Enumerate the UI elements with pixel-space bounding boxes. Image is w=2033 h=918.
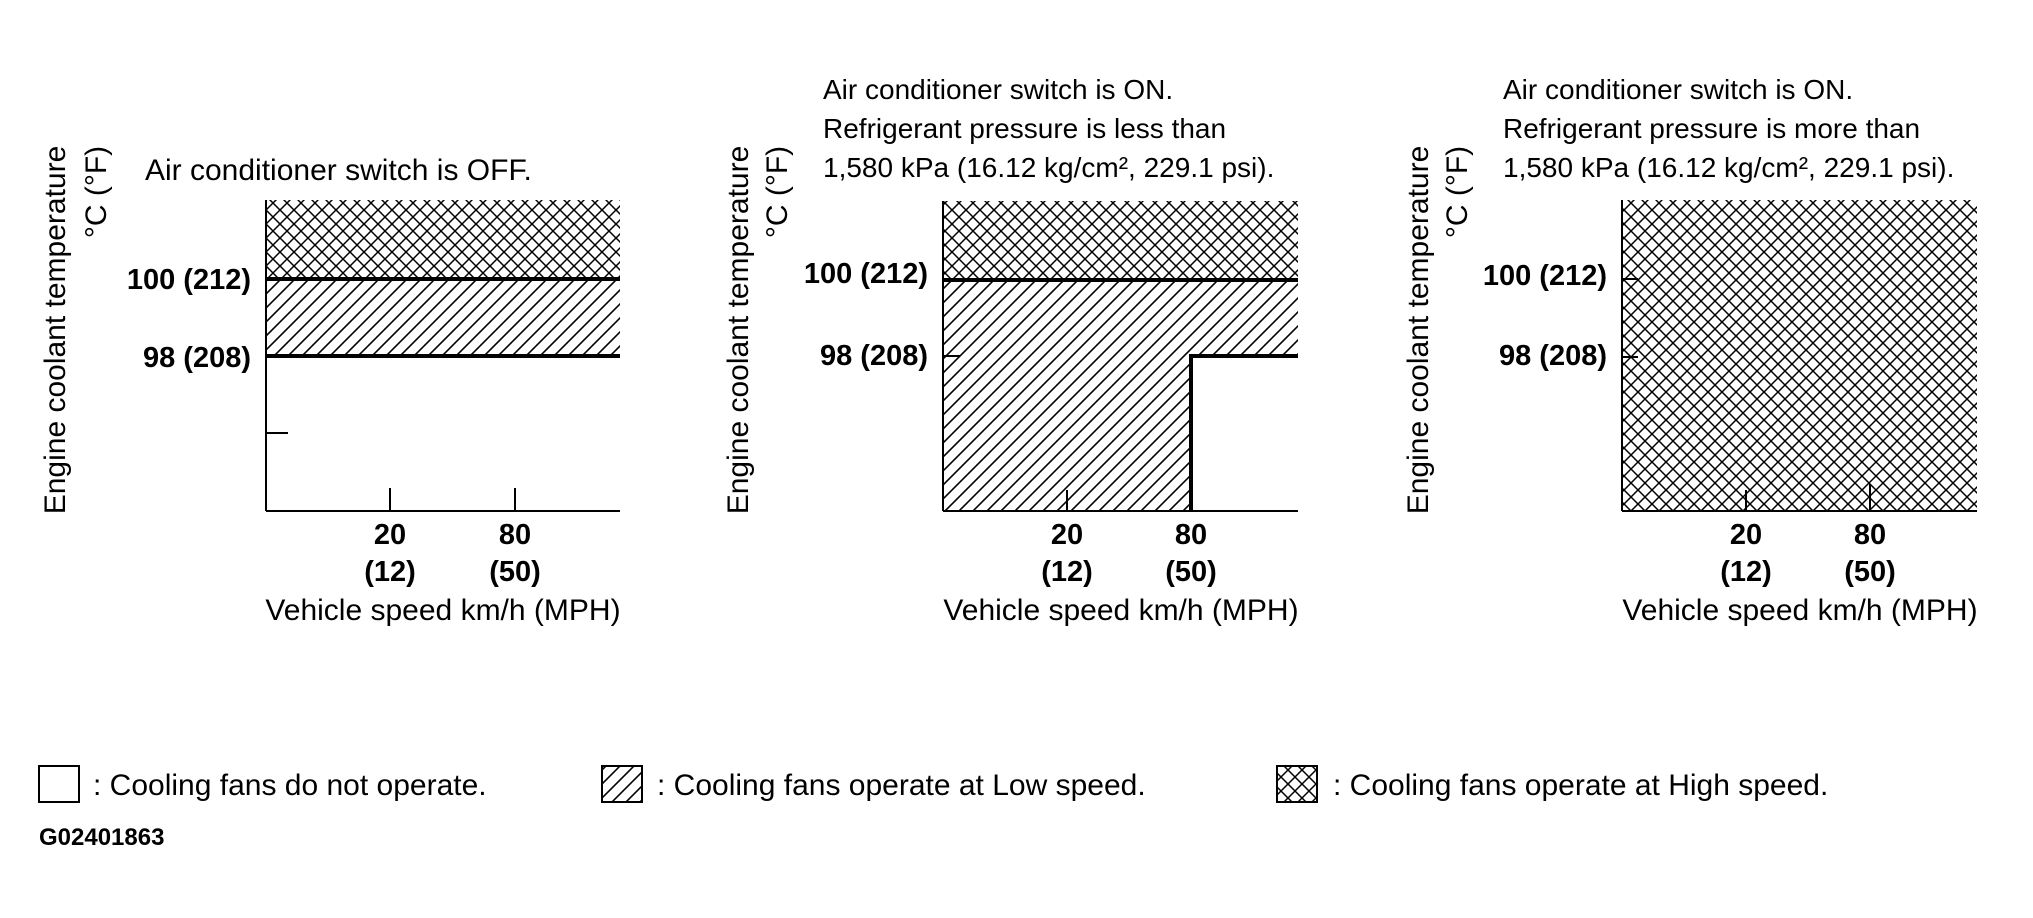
panel-3-y-axis-unit: °C (°F)	[1441, 146, 1474, 238]
panel-3-y-tick-98: 98 (208)	[1499, 340, 1607, 372]
panel-1-x-axis-title: Vehicle speed km/h (MPH)	[265, 594, 620, 627]
panel-2-x-tick-label-80: 80	[1175, 519, 1207, 551]
legend-swatch-no-operation	[38, 765, 80, 803]
panel-2-x-tick-label-50: (50)	[1165, 556, 1217, 588]
legend: : Cooling fans do not operate. : Cooling…	[38, 765, 1828, 803]
panel-2-title-line-1: Air conditioner switch is ON.	[823, 74, 1173, 105]
panel-2-high-speed-region	[943, 201, 1298, 280]
panel-2-title-line-2: Refrigerant pressure is less than	[823, 113, 1226, 144]
figure-code: G02401863	[39, 824, 164, 851]
panel-1-x-tick-label-20: 20	[374, 519, 406, 551]
panel-2-y-tick-98: 98 (208)	[820, 340, 928, 372]
panel-1-high-speed-region	[266, 200, 620, 279]
panel-3-x-axis-title: Vehicle speed km/h (MPH)	[1622, 594, 1977, 627]
panel-1-title-line-1: Air conditioner switch is OFF.	[145, 154, 532, 187]
panel-2-x-tick-label-12: (12)	[1041, 556, 1093, 588]
panel-3-title-line-2: Refrigerant pressure is more than	[1503, 113, 1920, 144]
panel-2-y-axis-unit: °C (°F)	[761, 146, 794, 238]
panel-1-low-speed-region	[266, 279, 620, 356]
legend-label-high-speed: : Cooling fans operate at High speed.	[1333, 769, 1828, 802]
panel-2-y-tick-100: 100 (212)	[804, 258, 928, 290]
panel-ac-off: Engine coolant temperature °C (°F) Air c…	[39, 146, 621, 627]
panel-1-x-tick-label-12: (12)	[364, 556, 416, 588]
panel-1-x-tick-label-80: 80	[499, 519, 531, 551]
panel-2-low-speed-region	[943, 280, 1298, 511]
panel-2-y-axis-title: Engine coolant temperature	[722, 146, 755, 515]
panel-1-x-tick-label-50: (50)	[489, 556, 541, 588]
legend-label-low-speed: : Cooling fans operate at Low speed.	[657, 769, 1146, 802]
panel-1-y-tick-100: 100 (212)	[127, 264, 251, 296]
panel-3-x-tick-label-80: 80	[1854, 519, 1886, 551]
panel-ac-on-high-pressure: Engine coolant temperature °C (°F) Air c…	[1402, 74, 1978, 627]
panel-2-x-axis-title: Vehicle speed km/h (MPH)	[943, 594, 1298, 627]
panel-3-high-speed-region	[1622, 200, 1977, 511]
panel-1-y-axis-unit: °C (°F)	[80, 146, 113, 238]
legend-label-no-operation: : Cooling fans do not operate.	[93, 769, 487, 802]
panel-1-y-axis-title: Engine coolant temperature	[39, 146, 72, 515]
panel-3-x-tick-label-20: 20	[1730, 519, 1762, 551]
panel-3-x-tick-label-12: (12)	[1720, 556, 1772, 588]
panel-3-x-tick-label-50: (50)	[1844, 556, 1896, 588]
panel-2-x-tick-label-20: 20	[1051, 519, 1083, 551]
panel-2-title-line-3: 1,580 kPa (16.12 kg/cm², 229.1 psi).	[823, 152, 1274, 183]
panel-ac-on-low-pressure: Engine coolant temperature °C (°F) Air c…	[722, 74, 1299, 627]
panel-3-y-tick-100: 100 (212)	[1483, 260, 1607, 292]
panel-3-title-line-1: Air conditioner switch is ON.	[1503, 74, 1853, 105]
legend-swatch-high-speed	[1276, 765, 1318, 803]
panel-2-line-98c-step	[1189, 354, 1298, 511]
panel-1-y-tick-98: 98 (208)	[143, 342, 251, 374]
panel-3-title-line-3: 1,580 kPa (16.12 kg/cm², 229.1 psi).	[1503, 152, 1954, 183]
legend-swatch-low-speed	[601, 765, 643, 803]
panel-3-y-axis-title: Engine coolant temperature	[1402, 146, 1435, 515]
